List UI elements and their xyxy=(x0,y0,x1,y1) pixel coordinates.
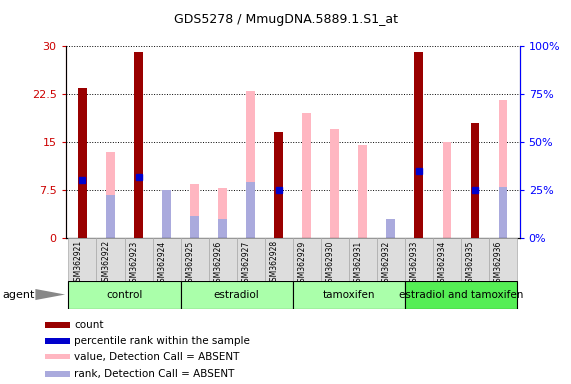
Bar xyxy=(106,152,115,238)
Text: GSM362924: GSM362924 xyxy=(158,240,167,286)
Bar xyxy=(387,219,395,238)
Bar xyxy=(124,238,152,282)
Text: GSM362921: GSM362921 xyxy=(74,240,82,286)
Bar xyxy=(45,322,70,328)
Text: GSM362929: GSM362929 xyxy=(297,240,307,286)
Text: GSM362923: GSM362923 xyxy=(130,240,139,286)
Bar xyxy=(190,184,199,238)
Bar xyxy=(152,238,180,282)
Text: value, Detection Call = ABSENT: value, Detection Call = ABSENT xyxy=(74,352,240,362)
Text: GSM362933: GSM362933 xyxy=(410,240,419,287)
Bar xyxy=(180,281,293,309)
Bar xyxy=(275,132,283,238)
Text: estradiol and tamoxifen: estradiol and tamoxifen xyxy=(399,290,523,300)
Text: GSM362935: GSM362935 xyxy=(466,240,475,287)
Bar xyxy=(359,145,367,238)
Text: GSM362927: GSM362927 xyxy=(242,240,251,286)
Bar xyxy=(45,354,70,359)
Bar xyxy=(405,281,517,309)
Text: GSM362928: GSM362928 xyxy=(270,240,279,286)
Text: count: count xyxy=(74,320,104,330)
Text: GDS5278 / MmugDNA.5889.1.S1_at: GDS5278 / MmugDNA.5889.1.S1_at xyxy=(174,13,397,26)
Text: GSM362934: GSM362934 xyxy=(438,240,447,287)
Bar xyxy=(303,113,311,238)
Bar xyxy=(180,238,208,282)
Text: GSM362931: GSM362931 xyxy=(353,240,363,286)
Text: GSM362932: GSM362932 xyxy=(381,240,391,286)
Bar xyxy=(190,216,199,238)
Text: GSM362925: GSM362925 xyxy=(186,240,195,286)
Bar xyxy=(415,53,423,238)
Bar xyxy=(405,238,433,282)
Bar xyxy=(471,123,479,238)
Bar xyxy=(293,281,405,309)
Bar xyxy=(218,188,227,238)
Bar xyxy=(321,238,349,282)
Polygon shape xyxy=(35,289,65,300)
Bar xyxy=(69,238,96,282)
Bar xyxy=(246,182,255,238)
Text: rank, Detection Call = ABSENT: rank, Detection Call = ABSENT xyxy=(74,369,235,379)
Bar xyxy=(45,371,70,377)
Text: percentile rank within the sample: percentile rank within the sample xyxy=(74,336,250,346)
Bar xyxy=(349,238,377,282)
Text: estradiol: estradiol xyxy=(214,290,259,300)
Bar xyxy=(433,238,461,282)
Bar xyxy=(208,238,236,282)
Bar xyxy=(498,101,507,238)
Bar xyxy=(45,338,70,344)
Bar xyxy=(461,238,489,282)
Bar xyxy=(69,281,180,309)
Bar xyxy=(293,238,321,282)
Text: GSM362930: GSM362930 xyxy=(325,240,335,287)
Bar xyxy=(106,195,115,238)
Bar xyxy=(78,88,87,238)
Bar xyxy=(264,238,293,282)
Bar xyxy=(377,238,405,282)
Text: control: control xyxy=(106,290,143,300)
Text: GSM362926: GSM362926 xyxy=(214,240,223,286)
Bar xyxy=(489,238,517,282)
Bar xyxy=(443,142,451,238)
Text: GSM362922: GSM362922 xyxy=(102,240,111,286)
Bar xyxy=(96,238,124,282)
Bar xyxy=(246,91,255,238)
Bar xyxy=(218,219,227,238)
Bar xyxy=(162,190,171,238)
Bar xyxy=(236,238,264,282)
Text: tamoxifen: tamoxifen xyxy=(323,290,375,300)
Text: GSM362936: GSM362936 xyxy=(494,240,503,287)
Bar xyxy=(134,53,143,238)
Bar xyxy=(498,187,507,238)
Text: agent: agent xyxy=(3,290,35,300)
Bar xyxy=(331,129,339,238)
